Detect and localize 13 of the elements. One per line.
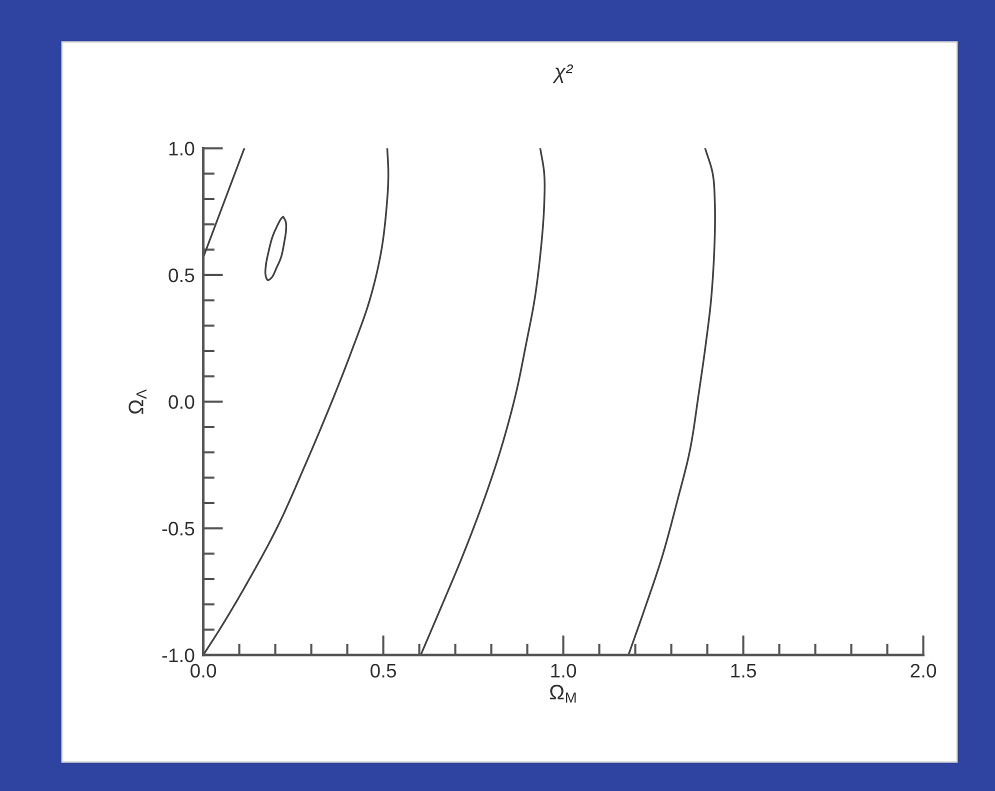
x-tick-label: 1.5 xyxy=(731,664,756,678)
y-tick-label: 0.5 xyxy=(168,268,194,282)
y-tick-label: 0.0 xyxy=(168,395,194,409)
x-tick-label: 2.0 xyxy=(910,664,936,678)
x-tick-label: 0.0 xyxy=(190,664,216,678)
chart-title: χ² xyxy=(552,64,574,84)
x-tick-label: 1.0 xyxy=(551,664,576,678)
x-axis-title: Ω$_{M}$ xyxy=(550,684,576,703)
y-axis-title: Ω$_{Λ}$ xyxy=(128,389,147,414)
y-tick-label: -0.5 xyxy=(162,522,194,536)
y-tick-label: -1.0 xyxy=(162,648,194,662)
x-tick-label: 0.5 xyxy=(370,664,396,678)
y-tick-label: 1.0 xyxy=(169,142,194,156)
